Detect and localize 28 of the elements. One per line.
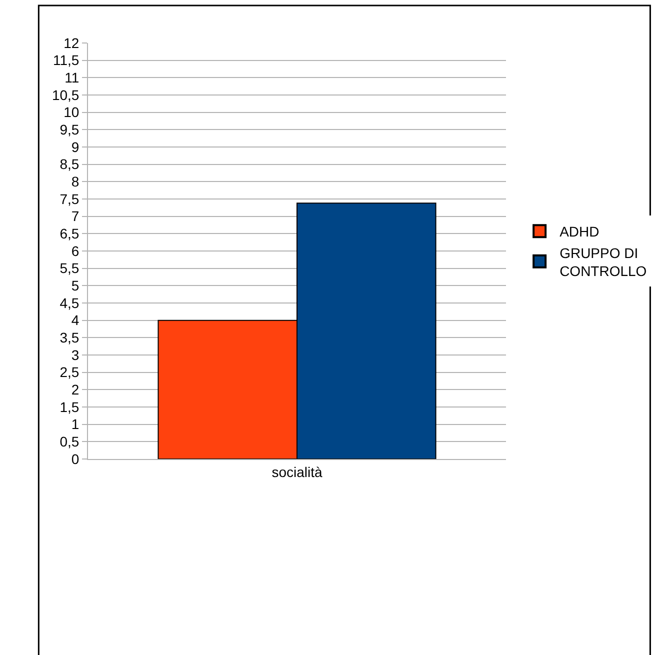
y-tick-label: 10,5 (52, 86, 80, 103)
y-tick-label: 1,5 (60, 398, 80, 415)
y-tick-label: 9 (71, 138, 80, 155)
y-tick-label: 9,5 (60, 122, 80, 138)
y-tick-label: 5,5 (60, 260, 80, 276)
y-tick-label: 0,5 (60, 434, 80, 450)
y-tick-label: 11,5 (52, 52, 80, 68)
y-tick-label: 6 (71, 242, 80, 259)
y-tick-label: 4 (71, 312, 80, 328)
y-tick-label: 1 (71, 416, 80, 432)
y-tick-label: 11 (64, 70, 80, 86)
legend-label: ADHD (560, 224, 600, 240)
x-tick-label: socialità (272, 464, 322, 480)
y-tick-label: 12 (64, 34, 80, 51)
y-tick-label: 10 (64, 104, 80, 120)
legend-label: GRUPPO DI CONTROLLO (560, 244, 647, 279)
y-tick-label: 3 (71, 346, 80, 363)
y-tick-label: 7 (71, 208, 80, 224)
y-tick-label: 5 (71, 278, 80, 294)
y-tick-label: 8 (71, 174, 80, 190)
y-tick-label: 2,5 (60, 364, 80, 380)
y-tick-label: 3,5 (60, 330, 80, 346)
y-tick-label: 2 (71, 382, 80, 398)
y-tick-label: 8,5 (60, 156, 80, 172)
y-tick-label: 6,5 (60, 226, 80, 242)
y-tick-label: 4,5 (60, 294, 80, 311)
y-tick-label: 0 (71, 450, 80, 467)
y-tick-label: 7,5 (60, 190, 80, 207)
